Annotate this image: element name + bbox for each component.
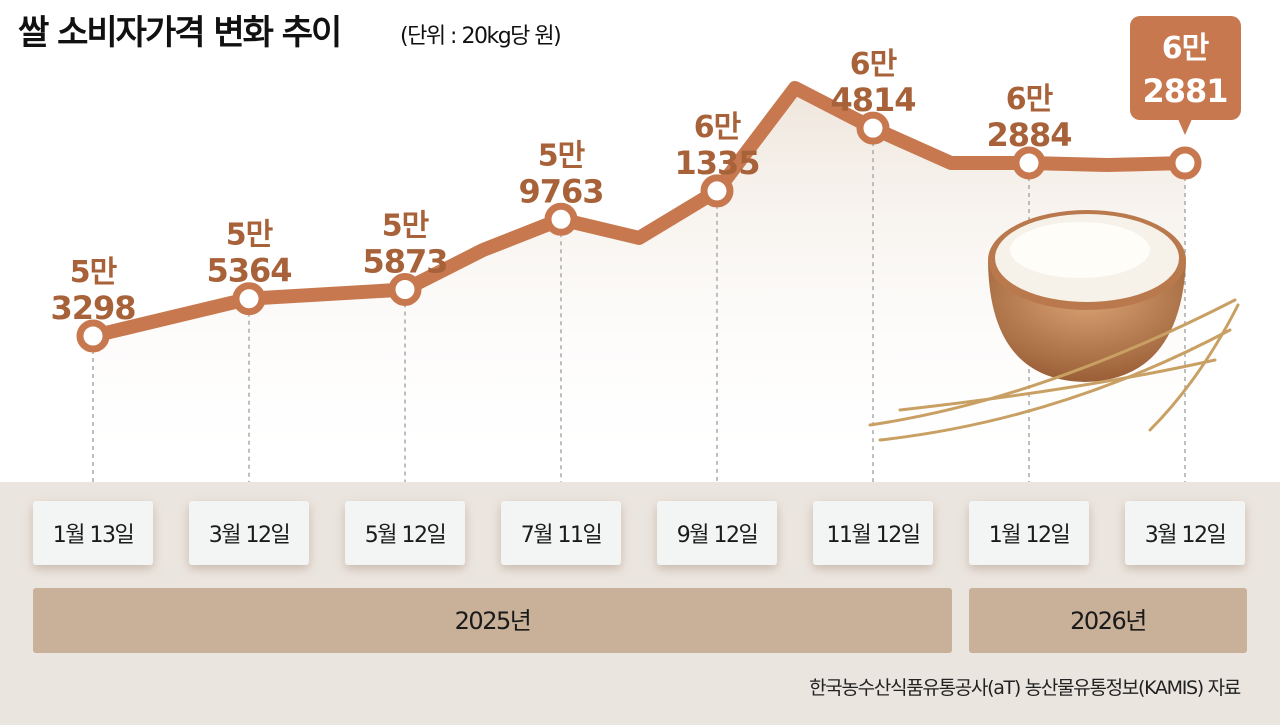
date-box bbox=[969, 501, 1089, 565]
date-box bbox=[813, 501, 933, 565]
x-tick-label: 5월 12일 bbox=[365, 523, 446, 548]
callout-box bbox=[1130, 16, 1241, 120]
rice-stalk-illustration bbox=[868, 298, 1240, 442]
data-label-man: 6만 bbox=[1006, 82, 1054, 117]
data-label-man: 5만 bbox=[538, 138, 586, 173]
data-point bbox=[544, 202, 578, 236]
data-label-man: 5만 bbox=[70, 255, 118, 290]
year-label: 2026년 bbox=[1070, 607, 1146, 635]
data-point bbox=[232, 282, 266, 316]
data-point bbox=[76, 319, 110, 353]
data-point bbox=[1012, 146, 1046, 180]
data-label-man: 5만 bbox=[226, 218, 274, 253]
date-box bbox=[33, 501, 153, 565]
unit-note: (단위 : 20kg당 원) bbox=[400, 24, 560, 49]
data-point bbox=[856, 111, 890, 145]
data-label-value: 2884 bbox=[986, 116, 1071, 154]
x-tick-label: 1월 12일 bbox=[989, 523, 1070, 548]
data-label-man: 6만 bbox=[850, 47, 898, 82]
year-bar bbox=[33, 588, 952, 653]
chart-title: 쌀 소비자가격 변화 추이 bbox=[18, 13, 340, 53]
x-tick-label: 9월 12일 bbox=[677, 523, 758, 548]
rice-bowl-illustration bbox=[988, 210, 1186, 382]
data-label-value: 2881 bbox=[1142, 72, 1227, 110]
year-bar bbox=[969, 588, 1247, 653]
date-box bbox=[1125, 501, 1245, 565]
data-label-value: 4814 bbox=[830, 81, 915, 119]
data-label-value: 3298 bbox=[50, 289, 135, 327]
year-label: 2025년 bbox=[455, 607, 531, 635]
x-tick-label: 3월 12일 bbox=[1145, 523, 1226, 548]
data-point bbox=[388, 273, 422, 307]
x-tick-label: 7월 11일 bbox=[521, 523, 602, 548]
area-fill bbox=[93, 87, 1185, 482]
data-label-value: 5873 bbox=[362, 243, 447, 281]
data-label-man: 6만 bbox=[1162, 31, 1210, 66]
data-label-value: 5364 bbox=[206, 252, 291, 290]
date-box bbox=[501, 501, 621, 565]
data-label-man: 5만 bbox=[382, 209, 430, 244]
data-label-value: 9763 bbox=[518, 172, 603, 210]
x-tick-label: 3월 12일 bbox=[209, 523, 290, 548]
x-tick-label: 11월 12일 bbox=[827, 523, 920, 548]
data-point bbox=[700, 174, 734, 208]
date-box bbox=[657, 501, 777, 565]
data-point bbox=[1168, 146, 1202, 180]
callout-pointer bbox=[1178, 119, 1192, 135]
source-note: 한국농수산식품유통공사(aT) 농산물유통정보(KAMIS) 자료 bbox=[809, 677, 1241, 699]
x-tick-label: 1월 13일 bbox=[53, 523, 134, 548]
date-box bbox=[345, 501, 465, 565]
data-label-man: 6만 bbox=[694, 110, 742, 145]
data-label-value: 1335 bbox=[674, 144, 759, 182]
date-box bbox=[189, 501, 309, 565]
